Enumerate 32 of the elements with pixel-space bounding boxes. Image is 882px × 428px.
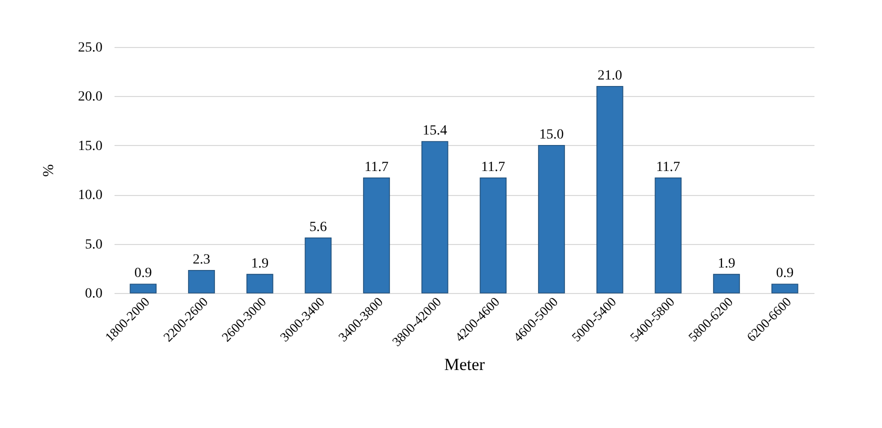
bar [538,145,565,294]
bar [421,141,448,294]
data-label: 15.4 [422,123,448,138]
data-label: 15.0 [539,127,564,142]
y-tick-label: 5.0 [85,237,102,252]
bar [188,270,215,294]
data-label: 1.9 [718,256,736,272]
data-label: 11.7 [656,160,680,175]
data-label: 21.0 [598,68,622,84]
data-label: 5.6 [309,220,327,235]
data-label: 11.7 [364,160,388,175]
bar [304,237,332,294]
y-tick-label: 10.0 [78,188,102,204]
y-tick-label: 25.0 [78,40,102,56]
y-axis-title: % [41,164,57,177]
y-tick-label: 0.0 [85,286,102,302]
data-label: 0.9 [134,266,152,282]
bar [596,86,624,294]
data-label: 0.9 [776,266,794,282]
y-tick-label: 20.0 [78,90,102,105]
bar [654,177,682,294]
bar [480,177,507,294]
bar [771,284,798,294]
bar [713,274,740,294]
data-label: 1.9 [251,256,269,272]
data-label: 2.3 [192,252,210,268]
y-tick-label: 15.0 [78,138,102,154]
bar [246,274,274,294]
bar [130,284,157,294]
bar [363,177,390,294]
data-label: 11.7 [481,160,506,175]
x-axis-title: Meter [444,355,486,374]
